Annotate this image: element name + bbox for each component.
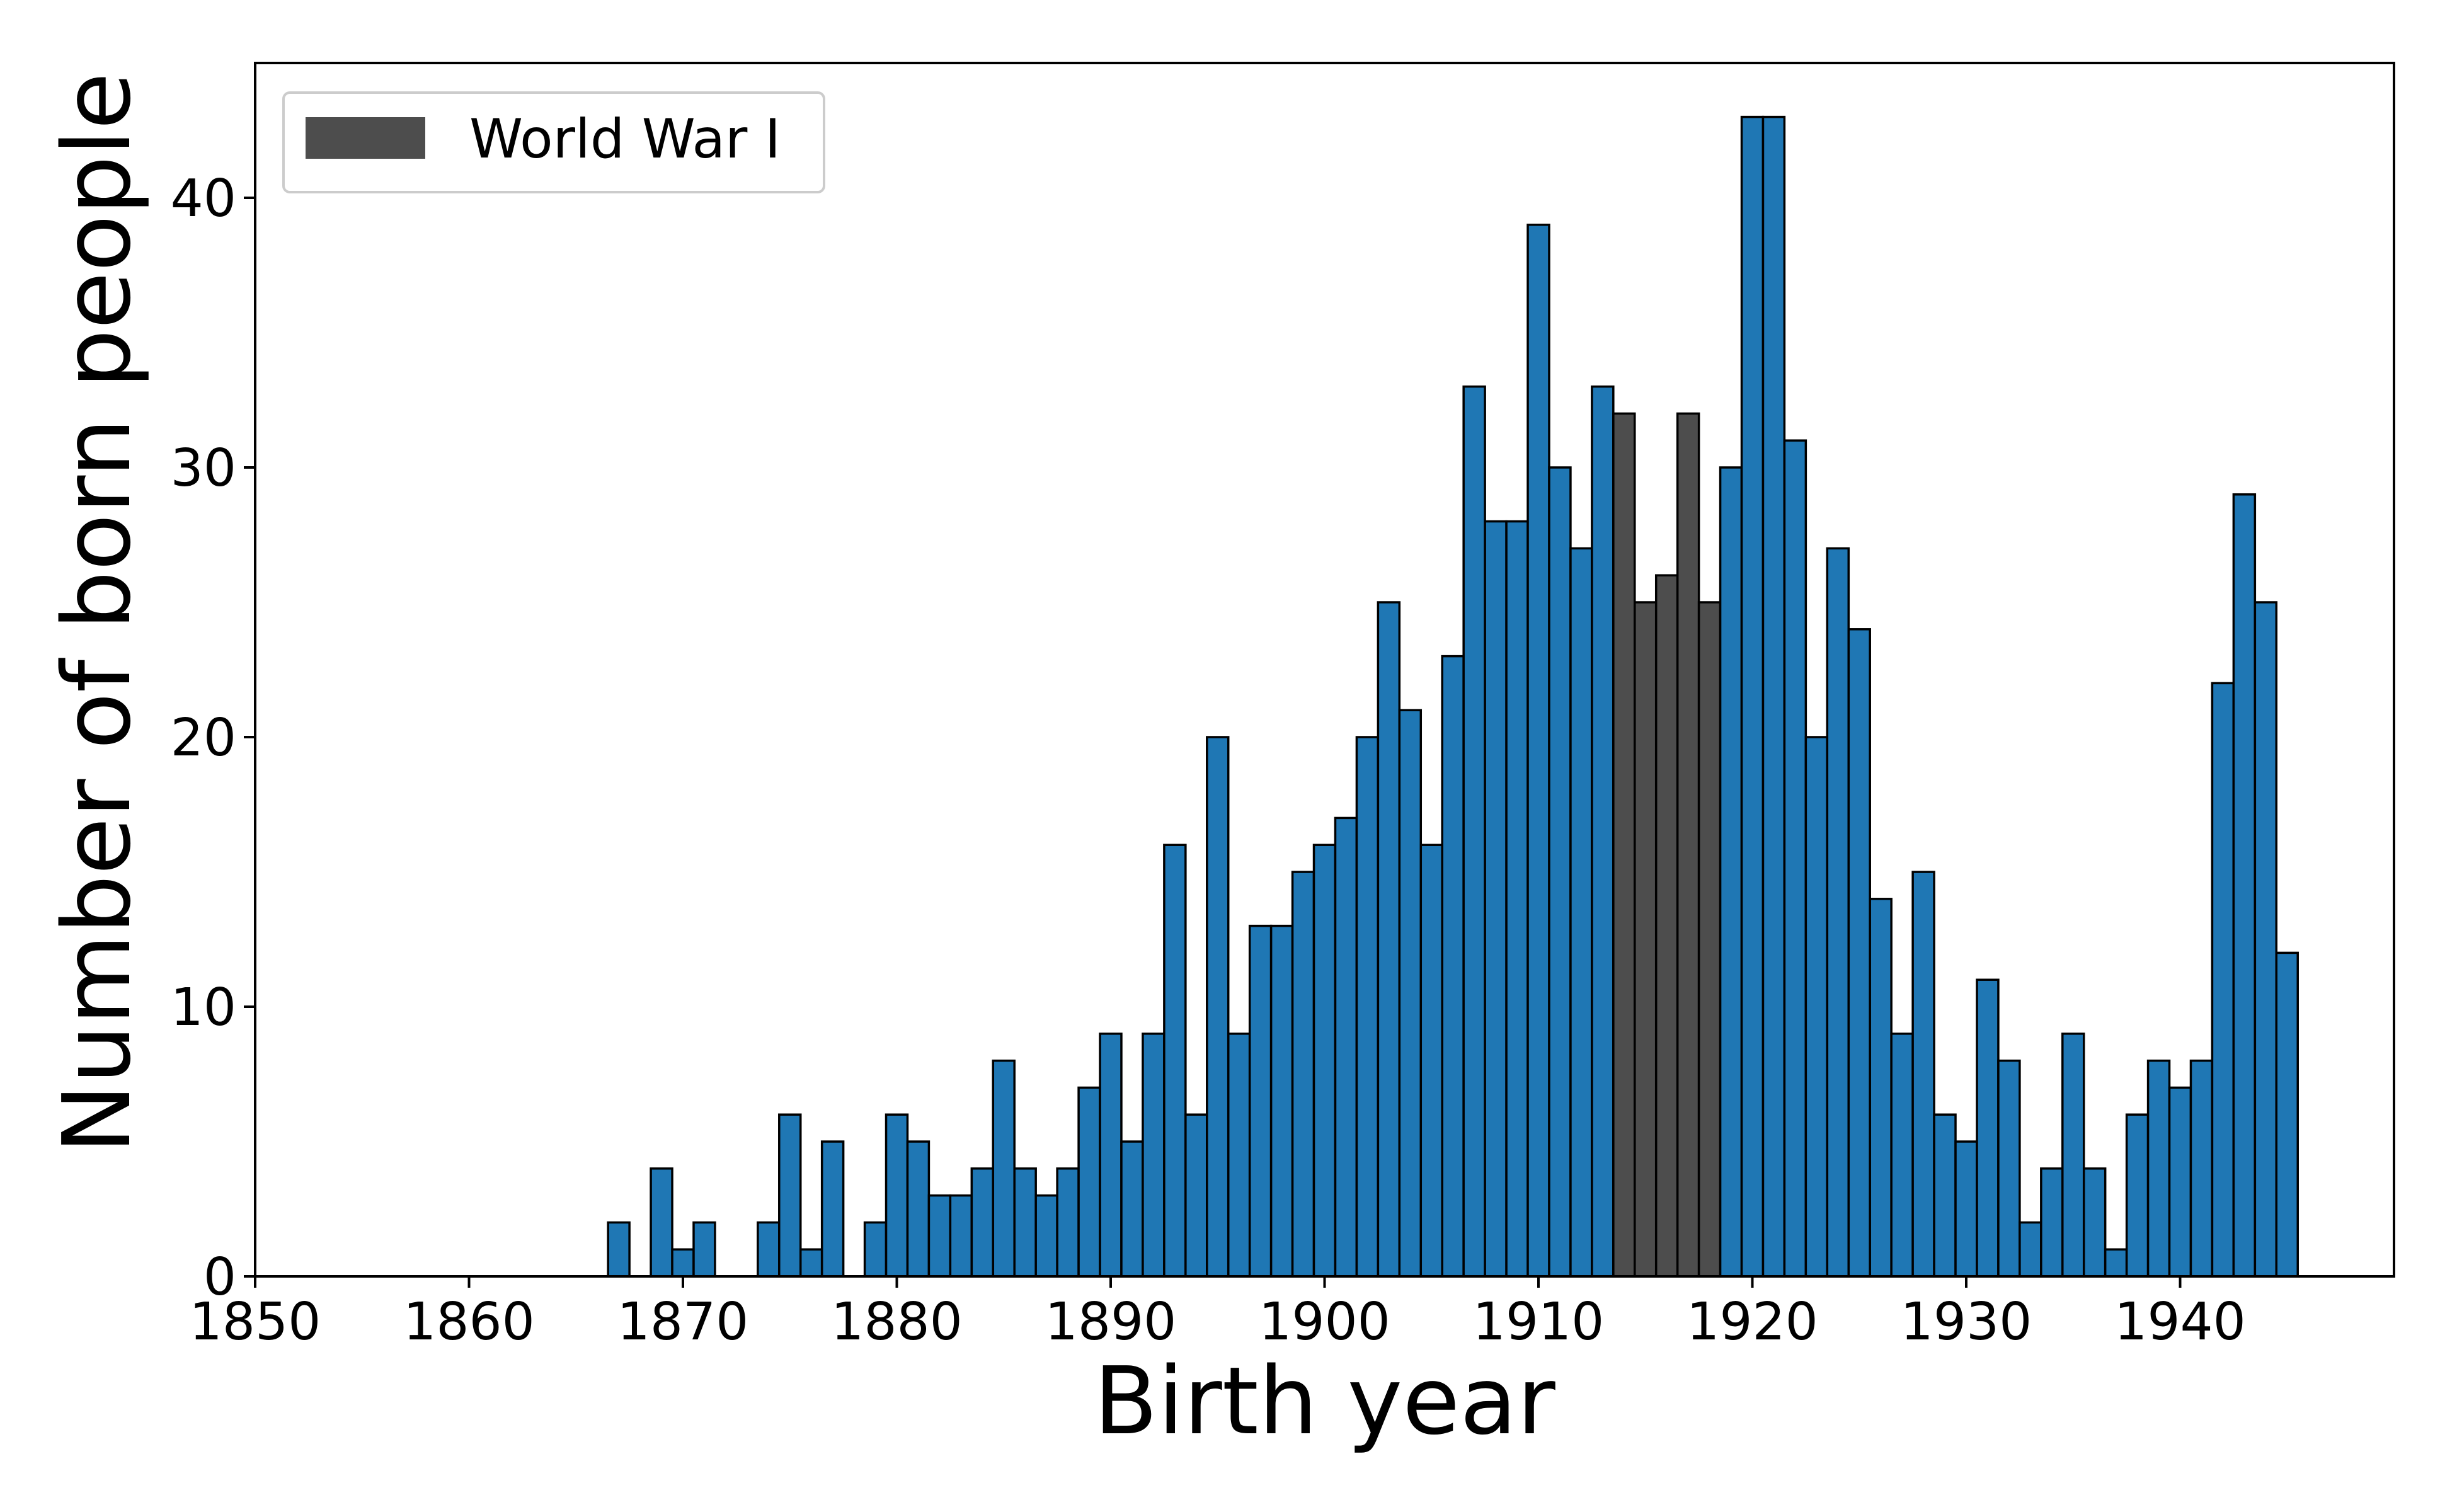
bar-1890 <box>1099 1033 1123 1278</box>
y-axis-title: Number of born people <box>43 72 151 1154</box>
bar-1938 <box>2125 1113 2150 1278</box>
bar-1943 <box>2232 493 2257 1278</box>
bar-1919 <box>1719 466 1743 1278</box>
x-axis-ticks: 1850 1860 1870 1880 1890 1900 1910 1920 1930 1940 <box>190 1276 2246 1352</box>
bar-1898 <box>1269 924 1294 1278</box>
bar-1912 <box>1569 547 1593 1278</box>
bar-1935 <box>2061 1033 2085 1278</box>
bar-1879 <box>863 1221 888 1278</box>
bar-1934 <box>2040 1167 2064 1278</box>
bar-1887 <box>1034 1194 1058 1278</box>
x-tick-label-1860: 1860 <box>403 1292 535 1352</box>
bar-1933 <box>2019 1221 2042 1278</box>
bar-1936 <box>2082 1167 2107 1278</box>
y-tick-label-40: 40 <box>171 169 236 229</box>
bar-1907 <box>1462 385 1486 1278</box>
bar-1925 <box>1847 628 1871 1278</box>
bar-1918 <box>1697 601 1722 1278</box>
x-tick-label-1930: 1930 <box>1901 1292 2032 1352</box>
bar-1874 <box>757 1221 781 1278</box>
bar-1922 <box>1783 439 1807 1278</box>
bar-1909 <box>1505 520 1529 1278</box>
bar-1870 <box>671 1248 695 1278</box>
x-tick-label-1940: 1940 <box>2114 1292 2246 1352</box>
x-tick-label-1920: 1920 <box>1687 1292 1818 1352</box>
bar-1928 <box>1911 871 1935 1278</box>
x-tick-label-1890: 1890 <box>1045 1292 1177 1352</box>
bar-1923 <box>1804 736 1829 1278</box>
bar-1891 <box>1120 1140 1144 1278</box>
y-axis-ticks: 0 10 20 30 40 <box>171 169 255 1307</box>
bar-1908 <box>1484 520 1508 1278</box>
bar-1920 <box>1740 115 1765 1278</box>
bar-1932 <box>1997 1059 2021 1278</box>
y-tick-label-20: 20 <box>171 708 236 768</box>
bar-1899 <box>1291 871 1315 1278</box>
bar-1880 <box>885 1113 909 1278</box>
bar-1900 <box>1312 844 1337 1278</box>
bar-1915 <box>1634 601 1658 1278</box>
x-tick-label-1870: 1870 <box>617 1292 749 1352</box>
x-tick-label-1900: 1900 <box>1259 1292 1390 1352</box>
bar-1911 <box>1548 466 1572 1278</box>
bar-1921 <box>1761 115 1786 1278</box>
bar-1897 <box>1248 924 1273 1278</box>
legend-label-world-war-i: World War I <box>469 108 781 171</box>
bar-1942 <box>2211 682 2235 1278</box>
bar-1927 <box>1890 1033 1914 1278</box>
bar-1889 <box>1077 1086 1101 1278</box>
bar-1913 <box>1591 385 1615 1278</box>
bar-1937 <box>2104 1248 2128 1278</box>
y-tick-label-30: 30 <box>171 438 236 498</box>
bar-1875 <box>778 1113 802 1278</box>
bar-1941 <box>2189 1059 2214 1278</box>
bar-1895 <box>1206 736 1230 1278</box>
bar-1894 <box>1184 1113 1208 1278</box>
legend: World War I <box>282 91 825 193</box>
bar-1892 <box>1142 1033 1166 1278</box>
bar-1930 <box>1954 1140 1978 1278</box>
bar-1885 <box>992 1059 1016 1278</box>
bar-1903 <box>1377 601 1401 1278</box>
bar-1893 <box>1163 844 1187 1278</box>
bar-1876 <box>799 1248 823 1278</box>
bar-1882 <box>927 1194 952 1278</box>
bar-1931 <box>1976 978 2000 1278</box>
bar-1924 <box>1826 547 1850 1278</box>
bar-1877 <box>820 1140 845 1278</box>
bar-1905 <box>1419 844 1443 1278</box>
bar-1869 <box>650 1167 673 1278</box>
bar-1940 <box>2168 1086 2192 1278</box>
bar-1886 <box>1013 1167 1037 1278</box>
bar-1926 <box>1869 898 1893 1278</box>
bar-1914 <box>1612 412 1636 1278</box>
bar-1906 <box>1441 655 1465 1278</box>
bar-1916 <box>1654 574 1679 1278</box>
bar-1910 <box>1526 224 1550 1278</box>
bar-1901 <box>1334 816 1358 1278</box>
bar-1884 <box>970 1167 995 1278</box>
bar-1896 <box>1227 1033 1251 1278</box>
bar-1904 <box>1398 709 1423 1278</box>
bar-1944 <box>2254 601 2278 1278</box>
bar-1929 <box>1933 1113 1957 1278</box>
legend-swatch-world-war-i <box>306 117 425 159</box>
bars-group <box>607 115 2299 1278</box>
y-tick-label-0: 0 <box>203 1247 236 1307</box>
x-tick-label-1880: 1880 <box>831 1292 963 1352</box>
bar-1939 <box>2146 1059 2171 1278</box>
x-tick-label-1850: 1850 <box>190 1292 321 1352</box>
x-axis-title: Birth year <box>1094 1347 1555 1455</box>
bar-1867 <box>607 1221 631 1278</box>
bar-1917 <box>1676 412 1700 1278</box>
bar-1902 <box>1355 736 1380 1278</box>
bar-1945 <box>2275 951 2299 1278</box>
x-tick-label-1910: 1910 <box>1473 1292 1605 1352</box>
bar-1883 <box>949 1194 973 1278</box>
bar-1871 <box>692 1221 716 1278</box>
bar-1888 <box>1056 1167 1080 1278</box>
y-tick-label-10: 10 <box>171 978 236 1038</box>
bar-1881 <box>906 1140 931 1278</box>
